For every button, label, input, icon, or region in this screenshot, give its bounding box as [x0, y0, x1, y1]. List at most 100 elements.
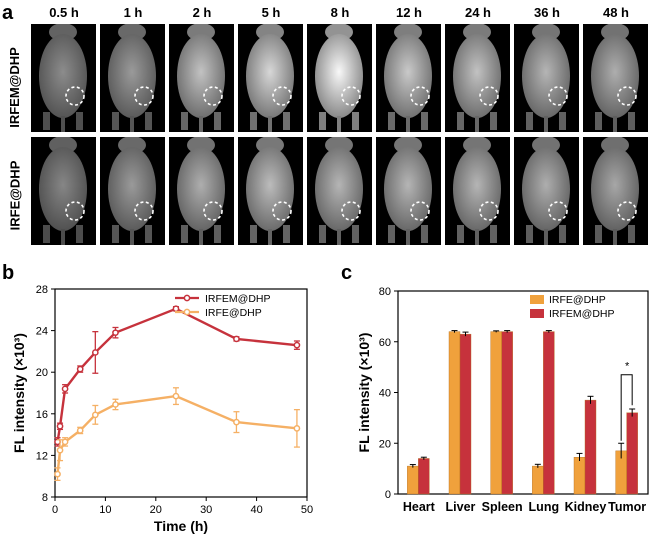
mouse-leg: [388, 112, 395, 130]
mouse-body: [522, 147, 570, 231]
mouse-tail: [199, 116, 203, 132]
data-point: [91, 349, 99, 356]
legend-label: IRFEM@DHP: [549, 308, 615, 320]
panel-b-label: b: [2, 262, 15, 284]
bar: [490, 331, 502, 495]
mouse-image: [169, 24, 234, 132]
mouse-image: [307, 137, 372, 245]
bar: [501, 331, 513, 495]
x-tick-label: 20: [150, 504, 162, 516]
mouse-tail: [337, 116, 341, 132]
tumor-marker: [617, 201, 637, 221]
tumor-marker: [341, 201, 361, 221]
mouse-leg: [559, 225, 566, 243]
category-label: Tumor: [608, 500, 646, 514]
mouse-leg: [526, 225, 533, 243]
category-label: Liver: [446, 500, 476, 514]
legend-label: IRFE@DHP: [549, 294, 606, 306]
panel-c-label: c: [341, 262, 353, 284]
mouse-leg: [490, 225, 497, 243]
mouse-leg: [388, 225, 395, 243]
bar: [459, 333, 472, 495]
x-axis-label: Time (h): [154, 518, 208, 534]
mouse-body: [177, 147, 225, 231]
mouse-body: [591, 34, 639, 118]
y-tick-label: 8: [42, 492, 48, 504]
mouse-leg: [559, 112, 566, 130]
mouse-tail: [199, 229, 203, 245]
mouse-leg: [112, 225, 119, 243]
mouse-tail: [475, 116, 479, 132]
mouse-leg: [76, 112, 83, 130]
timepoint-label: 24 h: [464, 5, 491, 20]
data-point: [76, 427, 84, 434]
mouse-image: [307, 24, 372, 132]
bar: [543, 331, 555, 495]
tumor-marker: [410, 201, 430, 221]
data-point: [233, 335, 240, 343]
tumor-marker: [65, 86, 85, 106]
mouse-image: [100, 137, 165, 245]
mouse-body: [315, 34, 363, 118]
mouse-image: [100, 24, 165, 132]
y-tick-label: 80: [379, 286, 391, 298]
mouse-body: [453, 147, 501, 231]
data-point: [293, 425, 301, 432]
mouse-leg: [250, 112, 257, 130]
mouse-image: [583, 137, 648, 245]
panel-a-label: a: [2, 2, 14, 24]
tumor-marker: [410, 86, 430, 106]
data-point: [112, 329, 119, 337]
mouse-leg: [352, 225, 359, 243]
mouse-leg: [43, 225, 50, 243]
y-tick-label: 20: [379, 438, 391, 450]
x-tick-label: 50: [301, 504, 313, 516]
mouse-leg: [112, 112, 119, 130]
data-point: [91, 411, 99, 419]
mouse-leg: [283, 225, 290, 243]
bar: [532, 465, 544, 495]
y-tick-label: 12: [36, 450, 48, 462]
mouse-tail: [337, 229, 341, 245]
mouse-tail: [268, 116, 272, 132]
mouse-tail: [406, 116, 410, 132]
mouse-tail: [613, 229, 617, 245]
data-point: [76, 365, 84, 373]
mouse-body: [591, 147, 639, 231]
tumor-marker: [617, 86, 637, 106]
mouse-leg: [628, 112, 635, 130]
y-tick-label: 16: [36, 409, 48, 421]
legend-marker: [183, 308, 191, 316]
y-tick-label: 60: [379, 337, 391, 349]
timepoint-label: 2 h: [192, 5, 212, 20]
mouse-image: [238, 24, 303, 132]
mouse-body: [453, 34, 501, 118]
timepoint-label: 0.5 h: [49, 5, 79, 20]
mouse-body: [177, 34, 225, 118]
mouse-image: [445, 137, 510, 245]
y-tick-label: 28: [36, 284, 48, 296]
mouse-body: [522, 34, 570, 118]
mouse-tail: [130, 116, 134, 132]
mouse-leg: [421, 225, 428, 243]
y-tick-label: 24: [36, 326, 48, 338]
timepoint-label: 1 h: [123, 5, 143, 20]
mouse-leg: [283, 112, 290, 130]
mouse-leg: [214, 225, 221, 243]
bar: [573, 457, 586, 495]
data-point: [56, 422, 64, 430]
mouse-leg: [421, 112, 428, 130]
bar: [407, 465, 419, 495]
mouse-tail: [61, 229, 65, 245]
mouse-tail: [475, 229, 479, 245]
timepoint-label: 48 h: [602, 5, 629, 20]
mouse-leg: [319, 112, 326, 130]
mouse-leg: [526, 112, 533, 130]
category-label: Lung: [529, 500, 560, 514]
plot-frame: [54, 288, 308, 498]
legend-label: IRFEM@DHP: [205, 293, 271, 305]
timepoint-label: 36 h: [533, 5, 560, 20]
mouse-leg: [457, 112, 464, 130]
mouse-tail: [544, 116, 548, 132]
mouse-image: [169, 137, 234, 245]
